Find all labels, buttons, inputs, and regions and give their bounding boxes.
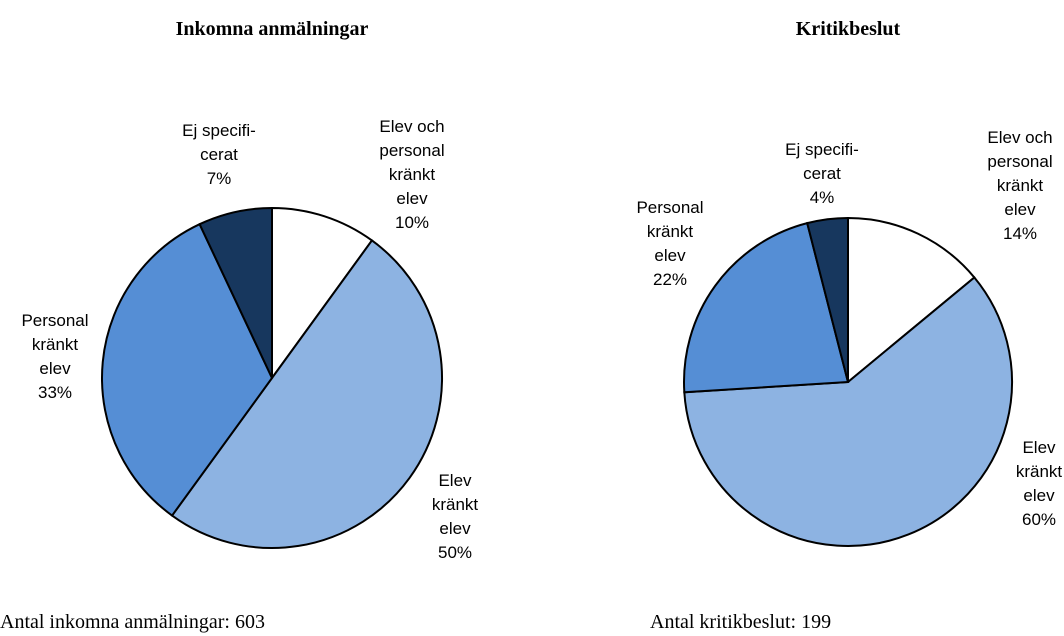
note: Antal kritikbeslut: 199 (650, 611, 831, 633)
slice-label-line: kränkt (997, 176, 1044, 195)
value-label: 10% (395, 213, 429, 232)
slice-label-line: Ej specifi- (182, 121, 256, 140)
value-label: 33% (38, 383, 72, 402)
slice-label-line: cerat (200, 145, 238, 164)
pie-slice (683, 221, 850, 394)
slice-label-line: personal (987, 152, 1052, 171)
slice-label: Elev och personal kränkt elev (379, 117, 444, 208)
slice-label-line: Elev (438, 471, 472, 490)
slice-label-line: personal (379, 141, 444, 160)
pie-slice (683, 276, 1013, 547)
slice-label-line: elev (39, 359, 71, 378)
value-label: 4% (810, 188, 835, 207)
slice-label-line: Personal (636, 198, 703, 217)
slice-label-line: kränkt (432, 495, 479, 514)
slice-label-line: cerat (803, 164, 841, 183)
pie-slice (847, 216, 976, 385)
chart-title: Kritikbeslut (796, 18, 901, 40)
chart-title: Inkomna anmälningar (176, 18, 369, 40)
slice-label-line: kränkt (1016, 462, 1063, 481)
slice-label-line: elev (439, 519, 471, 538)
value-label: 50% (438, 543, 472, 562)
slice-label: Ej specifi-cerat (182, 121, 256, 164)
slice-label-line: Ej specifi- (785, 140, 859, 159)
pie-slice (805, 216, 849, 383)
slice-label-line: elev (1004, 200, 1036, 219)
slice-label-line: elev (1023, 486, 1055, 505)
slice-label: Elev kränkt elev (1016, 438, 1063, 505)
slice-label-line: elev (654, 246, 686, 265)
slice-label-line: kränkt (389, 165, 436, 184)
pie-slice (101, 222, 274, 517)
pie-slice (170, 239, 443, 549)
slice-label-line: Elev (1022, 438, 1056, 457)
value-label: 7% (207, 169, 232, 188)
value-label: 60% (1022, 510, 1056, 529)
slice-label-line: Personal (21, 311, 88, 330)
slice-label-line: kränkt (32, 335, 79, 354)
slice-label: Ej specifi-cerat (785, 140, 859, 183)
note: Antal inkomna anmälningar: 603 (0, 611, 265, 633)
pie-slice (271, 206, 374, 382)
value-label: 22% (653, 270, 687, 289)
slice-label: Personal kränkt elev (21, 311, 88, 378)
slice-label: Elev och personal kränkt elev (987, 128, 1052, 219)
pie-slice (198, 206, 273, 379)
slice-label: Elev kränkt elev (432, 471, 479, 538)
slice-label-line: Elev och (379, 117, 444, 136)
slice-label: Personal kränkt elev (636, 198, 703, 265)
slice-label-line: kränkt (647, 222, 694, 241)
slice-label-line: Elev och (987, 128, 1052, 147)
slice-label-line: elev (396, 189, 428, 208)
value-label: 14% (1003, 224, 1037, 243)
